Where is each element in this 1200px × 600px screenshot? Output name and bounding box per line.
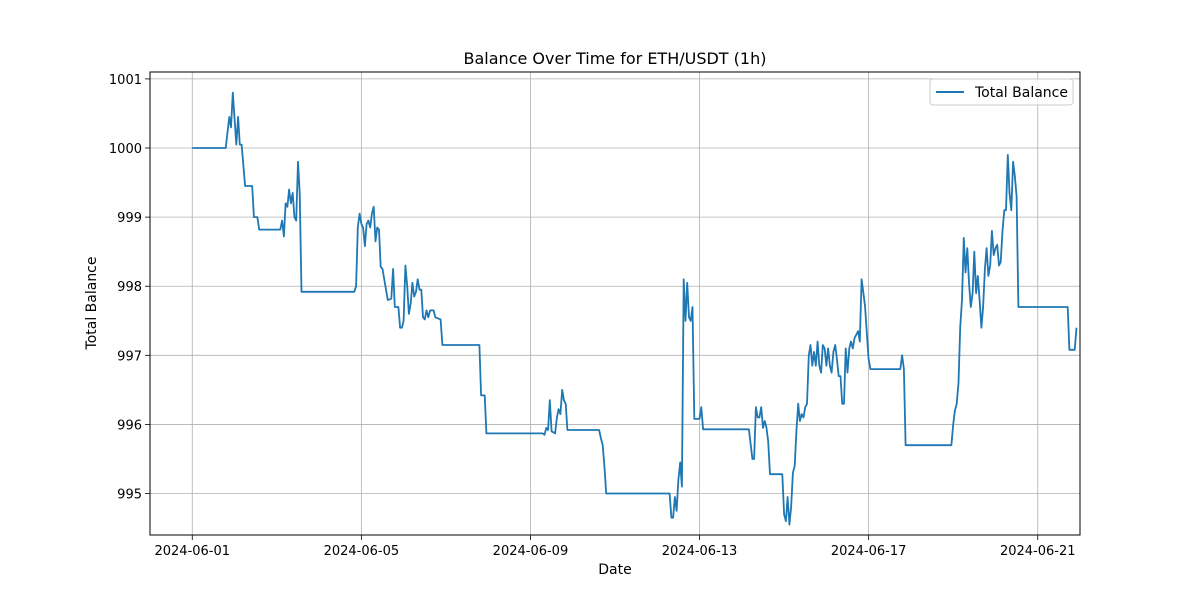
grid-lines (150, 72, 1080, 535)
x-tick-label: 2024-06-05 (324, 544, 400, 559)
y-tick-label: 998 (117, 280, 142, 295)
plot-frame (149, 71, 1081, 536)
y-axis: 995 996 997 998 999 1000 1001 (109, 73, 150, 503)
y-tick-label: 996 (117, 418, 142, 433)
x-tick-label: 2024-06-13 (662, 544, 738, 559)
x-axis: 2024-06-01 2024-06-05 2024-06-09 2024-06-13… (154, 535, 1076, 559)
y-tick-label: 997 (117, 349, 142, 364)
legend-box (929, 78, 1074, 106)
legend-label: Total Balance (974, 85, 1068, 101)
x-tick-label: 2024-06-01 (154, 544, 230, 559)
y-tick-label: 999 (117, 211, 142, 226)
y-tick-label: 995 (117, 488, 142, 503)
legend: Total Balance (929, 78, 1074, 106)
y-tick-label: 1000 (109, 142, 142, 157)
series-line-total-balance (192, 91, 1078, 526)
x-tick-label: 2024-06-09 (493, 544, 569, 559)
series-layer (192, 91, 1078, 526)
chart-title: Balance Over Time for ETH/USDT (1h) (464, 49, 767, 68)
x-tick-label: 2024-06-17 (831, 544, 907, 559)
y-axis-label: Total Balance (84, 257, 100, 351)
y-tick-label: 1001 (109, 73, 142, 88)
x-tick-label: 2024-06-21 (1000, 544, 1076, 559)
x-axis-label: Date (598, 562, 631, 578)
